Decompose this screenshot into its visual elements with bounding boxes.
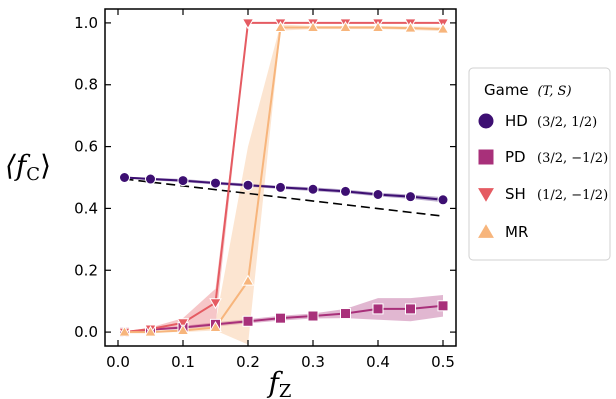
legend-params-sh: (1/2, −1/2) [537,188,608,203]
legend-marker-mr [476,222,496,239]
marker-hd [145,173,156,185]
marker-pd [340,308,351,320]
marker-mr [404,21,417,33]
marker-mr [436,22,450,34]
marker-hd [210,177,221,189]
legend: Game (T, S) HD (3/2, 1/2) PD (3/2, −1/2) SH (… [468,67,611,261]
y-axis-label-close: ⟩ [40,149,51,182]
legend-title-label: Game [484,81,529,99]
marker-sh [241,18,255,30]
band-pd [124,294,443,333]
marker-mr [274,21,287,33]
marker-mr [209,320,222,332]
x-axis-ticks: 0.0 0.1 0.2 0.3 0.4 0.5 [106,9,455,371]
legend-marker-pd [477,148,495,166]
marker-mr [176,324,190,336]
legend-label-sh: SH [505,185,526,203]
marker-sh [209,298,222,310]
marker-pd [437,300,449,312]
y-axis-label: ⟨fC⟩ [5,149,51,185]
x-tick-label: 0.5 [431,353,455,371]
x-axis-label: fZ [267,366,292,399]
marker-pd [307,310,319,322]
y-tick-label: 0.2 [74,261,98,279]
line-sh [124,21,443,334]
legend-title: Game (T, S) [484,81,572,99]
marker-pd [275,312,286,324]
marker-mr [241,274,255,286]
marker-hd [340,185,351,197]
marker-hd [405,191,416,203]
marker-mr [306,21,320,33]
series-markers [118,18,450,339]
x-axis-label-sub: Z [279,381,292,399]
legend-params-hd: (3/2, 1/2) [537,115,597,130]
marker-hd [242,179,254,191]
marker-pd [372,303,384,315]
marker-hd [119,172,130,183]
legend-marker-hd [477,112,495,130]
plot-frame [104,8,457,347]
series-lines [124,21,444,334]
marker-pd [405,303,416,315]
y-axis-ticks: 0.0 0.2 0.4 0.6 0.8 1.0 [74,14,456,341]
legend-items: HD (3/2, 1/2) PD (3/2, −1/2) SH (1/2, −1/2) MR [476,112,608,241]
marker-hd [372,189,384,201]
marker-hd [437,194,449,206]
y-tick-label: 0.0 [74,323,98,341]
marker-mr [339,21,352,33]
legend-marker-sh [476,187,496,204]
reference-line-group [124,178,444,217]
marker-hd [177,175,189,187]
legend-title-math: (T, S) [537,84,571,99]
marker-hd [275,181,286,193]
marker-mr [371,21,385,33]
x-tick-label: 0.4 [366,353,390,371]
y-tick-label: 0.6 [74,138,98,156]
legend-label-pd: PD [505,148,526,166]
y-tick-label: 0.8 [74,76,98,94]
legend-label-hd: HD [505,112,528,130]
y-tick-label: 0.4 [74,199,98,217]
legend-label-mr: MR [505,223,528,241]
x-tick-label: 0.0 [106,353,130,371]
band-sh [124,22,443,333]
marker-mr [118,325,131,337]
x-tick-label: 0.3 [301,353,325,371]
y-axis-label-sub: C [26,164,40,185]
y-tick-label: 1.0 [74,14,98,32]
legend-params-pd: (3/2, −1/2) [537,151,608,166]
marker-pd [242,315,254,327]
marker-mr [144,325,157,337]
x-tick-label: 0.2 [236,353,260,371]
x-tick-label: 0.1 [171,353,195,371]
marker-sh [176,318,190,330]
legend-box [468,67,611,261]
marker-hd [307,183,319,195]
reference-line [124,178,444,217]
